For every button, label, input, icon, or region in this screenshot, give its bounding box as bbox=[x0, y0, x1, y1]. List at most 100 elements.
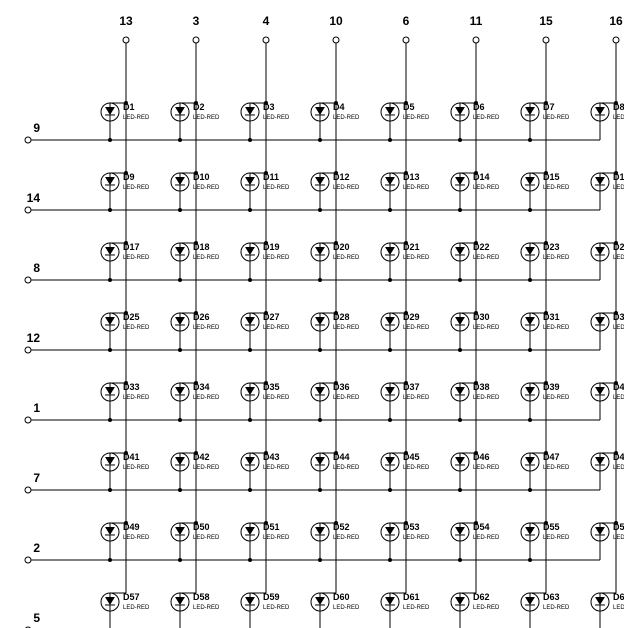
led-ref-label: D46 bbox=[473, 452, 490, 462]
led-symbol bbox=[451, 313, 469, 331]
led-type-label: LED-RED bbox=[333, 605, 360, 611]
led-ref-label: D53 bbox=[403, 522, 420, 532]
led-type-label: LED-RED bbox=[613, 395, 624, 401]
row-terminal bbox=[25, 207, 31, 213]
led-ref-label: D30 bbox=[473, 312, 490, 322]
led-symbol bbox=[241, 243, 259, 261]
column-terminal bbox=[193, 37, 199, 43]
led-type-label: LED-RED bbox=[263, 115, 290, 121]
led-type-label: LED-RED bbox=[473, 465, 500, 471]
led-symbol bbox=[171, 593, 189, 611]
column-pin-label: 4 bbox=[263, 14, 270, 28]
led-type-label: LED-RED bbox=[403, 185, 430, 191]
led-type-label: LED-RED bbox=[473, 395, 500, 401]
led-type-label: LED-RED bbox=[333, 535, 360, 541]
led-symbol bbox=[101, 523, 119, 541]
led-type-label: LED-RED bbox=[613, 115, 624, 121]
led-symbol bbox=[451, 173, 469, 191]
led-type-label: LED-RED bbox=[333, 255, 360, 261]
led-matrix-schematic: 13341061115169148121725D1LED-REDD2LED-RE… bbox=[0, 0, 624, 628]
led-symbol bbox=[381, 593, 399, 611]
led-type-label: LED-RED bbox=[543, 465, 570, 471]
row-pin-label: 1 bbox=[33, 401, 40, 415]
led-ref-label: D16 bbox=[613, 172, 624, 182]
led-ref-label: D51 bbox=[263, 522, 280, 532]
led-ref-label: D57 bbox=[123, 592, 140, 602]
led-symbol bbox=[241, 173, 259, 191]
led-type-label: LED-RED bbox=[193, 325, 220, 331]
led-type-label: LED-RED bbox=[473, 115, 500, 121]
led-symbol bbox=[451, 243, 469, 261]
column-terminal bbox=[543, 37, 549, 43]
led-symbol bbox=[241, 593, 259, 611]
row-terminal bbox=[25, 137, 31, 143]
led-type-label: LED-RED bbox=[333, 465, 360, 471]
led-type-label: LED-RED bbox=[263, 395, 290, 401]
led-ref-label: D40 bbox=[613, 382, 624, 392]
led-symbol bbox=[311, 243, 329, 261]
led-symbol bbox=[521, 103, 539, 121]
led-ref-label: D35 bbox=[263, 382, 280, 392]
led-ref-label: D1 bbox=[123, 102, 135, 112]
led-symbol bbox=[591, 523, 609, 541]
led-symbol bbox=[381, 103, 399, 121]
led-symbol bbox=[311, 453, 329, 471]
column-pin-label: 15 bbox=[539, 14, 553, 28]
column-terminal bbox=[263, 37, 269, 43]
led-ref-label: D8 bbox=[613, 102, 624, 112]
led-ref-label: D12 bbox=[333, 172, 350, 182]
row-pin-label: 12 bbox=[27, 331, 41, 345]
led-ref-label: D33 bbox=[123, 382, 140, 392]
led-type-label: LED-RED bbox=[543, 535, 570, 541]
led-type-label: LED-RED bbox=[613, 465, 624, 471]
led-type-label: LED-RED bbox=[473, 535, 500, 541]
row-pin-label: 14 bbox=[27, 191, 41, 205]
column-terminal bbox=[613, 37, 619, 43]
row-terminal bbox=[25, 557, 31, 563]
led-symbol bbox=[451, 593, 469, 611]
led-ref-label: D13 bbox=[403, 172, 420, 182]
row-terminal bbox=[25, 487, 31, 493]
row-pin-label: 2 bbox=[33, 541, 40, 555]
led-ref-label: D49 bbox=[123, 522, 140, 532]
led-symbol bbox=[381, 313, 399, 331]
column-terminal bbox=[123, 37, 129, 43]
led-symbol bbox=[591, 453, 609, 471]
led-ref-label: D45 bbox=[403, 452, 420, 462]
led-ref-label: D14 bbox=[473, 172, 490, 182]
led-ref-label: D36 bbox=[333, 382, 350, 392]
led-ref-label: D63 bbox=[543, 592, 560, 602]
row-pin-label: 8 bbox=[33, 261, 40, 275]
led-symbol bbox=[171, 383, 189, 401]
led-type-label: LED-RED bbox=[123, 535, 150, 541]
led-ref-label: D15 bbox=[543, 172, 560, 182]
led-type-label: LED-RED bbox=[123, 325, 150, 331]
led-ref-label: D42 bbox=[193, 452, 210, 462]
led-type-label: LED-RED bbox=[403, 395, 430, 401]
led-type-label: LED-RED bbox=[263, 535, 290, 541]
led-type-label: LED-RED bbox=[543, 325, 570, 331]
led-type-label: LED-RED bbox=[333, 325, 360, 331]
led-symbol bbox=[521, 313, 539, 331]
led-ref-label: D55 bbox=[543, 522, 560, 532]
led-symbol bbox=[241, 103, 259, 121]
led-symbol bbox=[591, 383, 609, 401]
led-ref-label: D44 bbox=[333, 452, 350, 462]
led-symbol bbox=[241, 523, 259, 541]
led-type-label: LED-RED bbox=[543, 395, 570, 401]
led-ref-label: D6 bbox=[473, 102, 485, 112]
led-symbol bbox=[101, 453, 119, 471]
led-ref-label: D48 bbox=[613, 452, 624, 462]
led-symbol bbox=[591, 313, 609, 331]
led-symbol bbox=[591, 593, 609, 611]
led-ref-label: D39 bbox=[543, 382, 560, 392]
led-symbol bbox=[101, 173, 119, 191]
led-type-label: LED-RED bbox=[613, 325, 624, 331]
led-ref-label: D11 bbox=[263, 172, 279, 182]
led-ref-label: D17 bbox=[123, 242, 140, 252]
led-symbol bbox=[171, 523, 189, 541]
led-type-label: LED-RED bbox=[403, 115, 430, 121]
led-ref-label: D22 bbox=[473, 242, 490, 252]
led-type-label: LED-RED bbox=[403, 605, 430, 611]
led-symbol bbox=[101, 593, 119, 611]
